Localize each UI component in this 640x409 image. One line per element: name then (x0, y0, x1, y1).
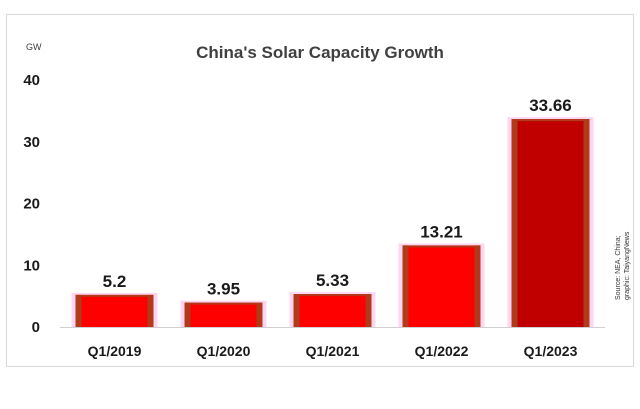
bar-top-edge (293, 294, 372, 297)
bar-group (398, 243, 485, 327)
bar-group (180, 300, 267, 327)
y-axis: 0 10 20 30 40 (23, 72, 40, 336)
bar-group (71, 292, 158, 327)
bar (402, 245, 481, 327)
source-note: Source: NEA, China; graphic: TaiyangNews (615, 231, 631, 300)
bar-edge-right (474, 245, 481, 327)
chart-frame (6, 14, 634, 367)
bar (75, 294, 154, 327)
x-tick-label: Q1/2022 (415, 343, 469, 359)
bar-group (289, 292, 376, 327)
bar-top-edge (402, 245, 481, 248)
chart-title: China's Solar Capacity Growth (196, 43, 444, 62)
data-label: 3.95 (207, 280, 240, 299)
bar-top-edge (75, 294, 154, 297)
x-axis: Q1/2019 Q1/2020 Q1/2021 Q1/2022 Q1/2023 (88, 343, 578, 359)
y-tick-label: 40 (23, 72, 40, 89)
bar-edge-right (147, 294, 154, 327)
bars: 5.2 3.95 5.33 13.21 33.66 (71, 96, 594, 327)
bar-edge-right (256, 302, 263, 327)
data-label: 5.2 (103, 272, 127, 291)
data-label: 33.66 (529, 96, 572, 115)
bar-top-edge (184, 302, 263, 305)
bar-edge-left (75, 294, 82, 327)
bar (184, 302, 263, 327)
x-tick-label: Q1/2021 (306, 343, 360, 359)
bar-edge-left (293, 294, 300, 327)
data-label: 13.21 (420, 222, 463, 241)
bar-group (507, 117, 594, 327)
bar (293, 294, 372, 327)
x-tick-label: Q1/2023 (524, 343, 578, 359)
bar-edge-left (402, 245, 409, 327)
y-tick-label: 10 (23, 257, 40, 274)
x-tick-label: Q1/2020 (197, 343, 251, 359)
data-label: 5.33 (316, 271, 349, 290)
y-tick-label: 0 (32, 319, 40, 336)
bar-top-edge (511, 119, 590, 122)
y-tick-label: 30 (23, 134, 40, 151)
source-line-2: graphic: TaiyangNews (624, 231, 631, 300)
source-line-1: Source: NEA, China; (615, 235, 622, 300)
y-tick-label: 20 (23, 196, 40, 213)
bar-edge-right (365, 294, 372, 327)
bar (511, 119, 590, 327)
x-tick-label: Q1/2019 (88, 343, 142, 359)
bar-edge-left (511, 119, 518, 327)
unit-label: GW (26, 42, 42, 52)
bar-edge-right (583, 119, 590, 327)
bar-edge-left (184, 302, 191, 327)
